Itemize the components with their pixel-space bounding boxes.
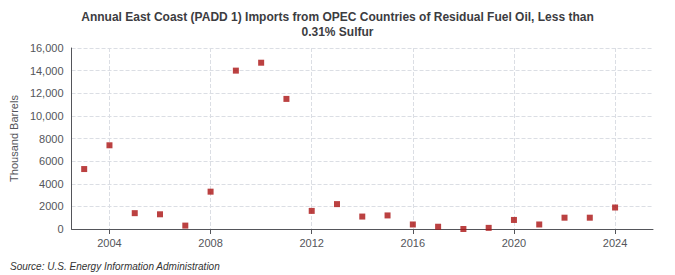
svg-text:0: 0 [57, 223, 63, 235]
svg-text:8000: 8000 [39, 133, 63, 145]
svg-text:2000: 2000 [39, 200, 63, 212]
svg-text:2008: 2008 [198, 237, 222, 249]
svg-text:2016: 2016 [401, 237, 425, 249]
svg-text:12,000: 12,000 [30, 87, 64, 99]
svg-text:Source: U.S. Energy Informatio: Source: U.S. Energy Information Administ… [10, 261, 220, 272]
svg-text:2020: 2020 [502, 237, 526, 249]
svg-text:0.31% Sulfur: 0.31% Sulfur [301, 25, 373, 39]
svg-text:Thousand Barrels: Thousand Barrels [8, 95, 20, 182]
svg-text:10,000: 10,000 [30, 110, 64, 122]
svg-text:Annual East Coast (PADD 1) Imp: Annual East Coast (PADD 1) Imports from … [81, 10, 594, 24]
svg-text:16,000: 16,000 [30, 42, 64, 54]
svg-text:6000: 6000 [39, 155, 63, 167]
svg-text:2004: 2004 [97, 237, 121, 249]
svg-text:2024: 2024 [603, 237, 627, 249]
svg-text:4000: 4000 [39, 178, 63, 190]
svg-text:14,000: 14,000 [30, 65, 64, 77]
svg-text:2012: 2012 [299, 237, 323, 249]
